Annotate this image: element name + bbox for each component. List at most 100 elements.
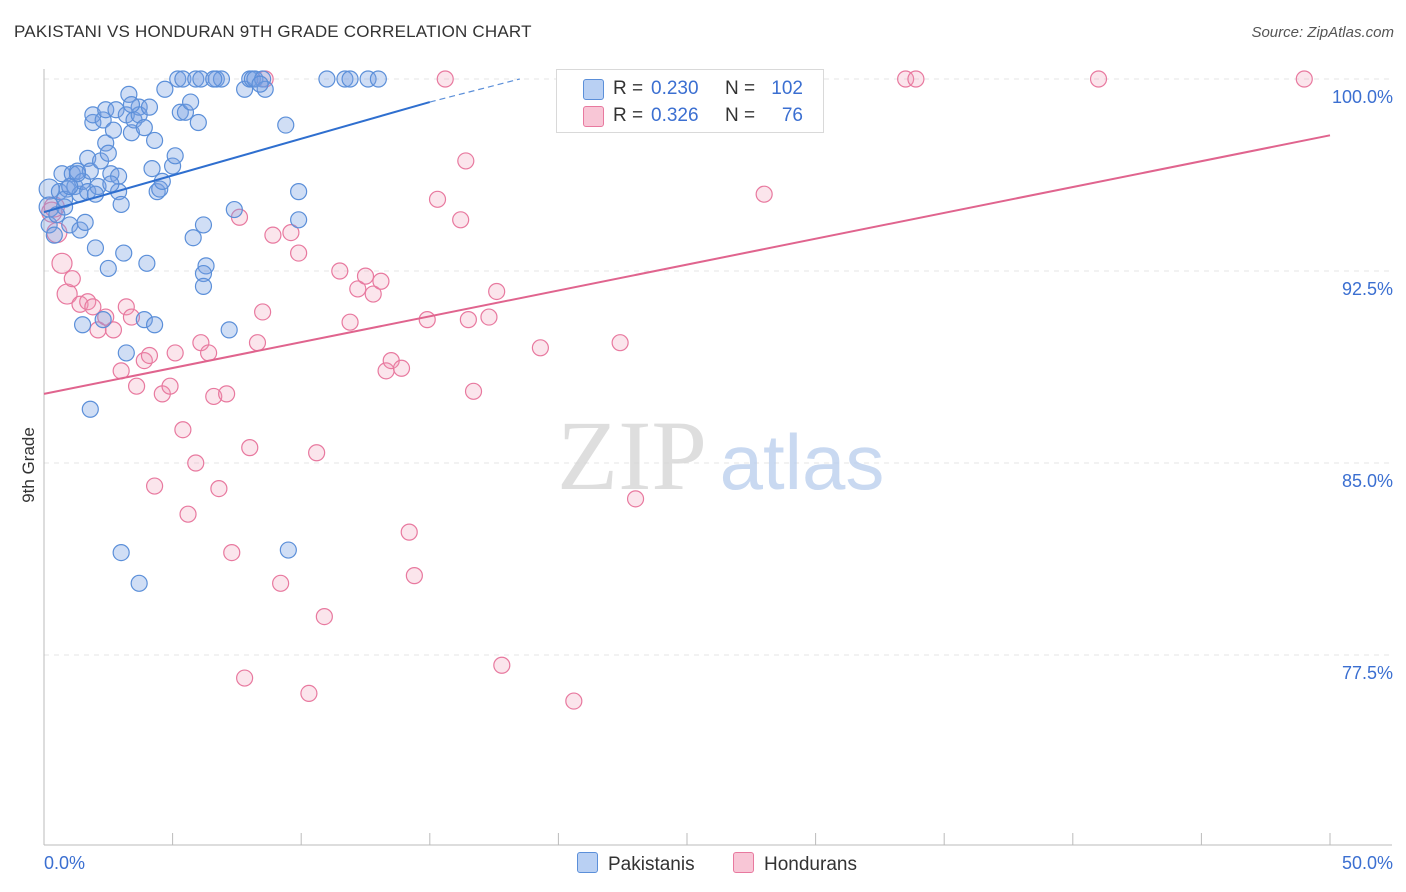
pakistani-point <box>279 541 297 559</box>
watermark-atlas: atlas <box>720 418 885 506</box>
honduran-point <box>254 303 272 321</box>
bottom-legend-label: Hondurans <box>764 854 857 875</box>
pakistani-point <box>120 85 138 103</box>
legend-n-label: N = <box>725 78 756 99</box>
honduran-point <box>611 334 629 352</box>
pakistani-point <box>84 106 102 124</box>
bottom-legend-pakistani: Pakistanis <box>577 852 695 876</box>
pakistani-trend-line <box>43 101 431 214</box>
honduran-point <box>428 190 447 208</box>
honduran-point <box>272 574 290 592</box>
pakistani-point <box>112 543 130 562</box>
legend-n-value: 102 <box>771 78 803 99</box>
honduran-point <box>79 293 97 311</box>
pakistani-point <box>145 316 164 334</box>
x-tick-label: 50.0% <box>1342 853 1393 873</box>
pakistani-point <box>76 213 94 231</box>
honduran-point <box>1295 70 1313 88</box>
honduran-point <box>400 523 418 541</box>
pakistani-point <box>79 149 97 167</box>
pakistani-point <box>318 70 336 88</box>
pakistani-point <box>104 121 123 139</box>
honduran-point <box>364 285 382 303</box>
honduran-point <box>418 311 436 329</box>
honduran-point <box>457 152 475 170</box>
honduran-point <box>356 267 375 285</box>
honduran-point <box>907 70 925 88</box>
pakistani-point <box>290 211 308 229</box>
y-tick-label: 92.5% <box>1342 279 1393 299</box>
bottom-legend-swatch-honduran <box>733 852 754 873</box>
pakistani-point <box>290 183 308 201</box>
honduran-point <box>290 244 308 262</box>
pakistani-point <box>81 400 99 418</box>
pakistani-point <box>182 93 200 111</box>
pakistani-point <box>369 70 387 88</box>
honduran-point <box>179 505 197 523</box>
pakistani-point <box>61 177 79 196</box>
honduran-point <box>282 224 300 242</box>
pakistani-point <box>45 226 63 244</box>
honduran-point <box>161 377 179 395</box>
source-label: Source: ZipAtlas.com <box>1251 24 1394 41</box>
watermark-zip: ZIP <box>557 400 707 511</box>
x-tick-label: 0.0% <box>44 853 85 873</box>
y-tick-label: 100.0% <box>1332 87 1393 107</box>
honduran-point <box>392 359 411 377</box>
honduran-point <box>200 344 218 362</box>
pakistani-point <box>94 311 112 329</box>
pakistani-point <box>122 124 141 142</box>
pakistani-point <box>140 98 159 116</box>
pakistani-point <box>143 160 161 178</box>
pakistani-point <box>194 277 213 295</box>
pakistani-point <box>169 70 187 88</box>
correlation-legend: R = 0.230 N = 102 R = 0.326 N = 76 <box>556 69 824 133</box>
honduran-point <box>187 454 205 472</box>
honduran-point <box>531 339 549 357</box>
honduran-point <box>755 185 773 203</box>
honduran-point <box>300 684 318 703</box>
pakistani-point <box>94 111 112 129</box>
pakistani-point <box>68 165 87 183</box>
honduran-point <box>127 377 146 395</box>
y-tick-label: 85.0% <box>1342 471 1393 491</box>
pakistani-point <box>174 70 192 88</box>
honduran-point <box>241 439 259 457</box>
honduran-point <box>1089 70 1108 88</box>
pakistani-point <box>117 344 135 362</box>
pakistani-point <box>115 244 133 262</box>
honduran-point <box>452 211 470 229</box>
pakistani-point <box>205 70 223 88</box>
pakistani-point <box>277 116 295 134</box>
legend-n-value: 76 <box>781 105 803 126</box>
pakistani-point <box>156 80 174 98</box>
pakistani-point <box>122 95 141 114</box>
honduran-point <box>264 226 282 244</box>
pakistani-point <box>341 70 359 88</box>
legend-r-label: R = <box>613 78 644 99</box>
pakistani-point <box>256 80 274 98</box>
pakistani-point <box>135 119 153 137</box>
pakistani-point <box>225 200 243 219</box>
pakistani-point <box>73 316 92 334</box>
pakistani-point <box>176 103 195 121</box>
honduran-point <box>349 280 367 298</box>
pakistani-point <box>81 162 99 180</box>
legend-swatch-honduran <box>583 106 604 127</box>
legend-r-value: 0.230 <box>651 78 699 99</box>
honduran-point <box>97 308 115 326</box>
honduran-point <box>436 70 454 88</box>
pakistani-point <box>166 147 184 165</box>
pakistani-point <box>112 195 130 214</box>
pakistani-point <box>194 264 213 283</box>
honduran-point <box>488 282 506 301</box>
pakistani-point <box>220 321 238 339</box>
pakistani-trend-extension <box>429 78 520 103</box>
pakistani-point <box>184 229 202 247</box>
legend-row-pakistani: R = 0.230 N = 102 <box>557 75 823 101</box>
pakistani-point <box>130 574 148 592</box>
pakistani-point <box>138 254 156 272</box>
pakistani-point <box>55 190 74 208</box>
honduran-point <box>459 311 477 329</box>
honduran-point <box>626 490 645 508</box>
